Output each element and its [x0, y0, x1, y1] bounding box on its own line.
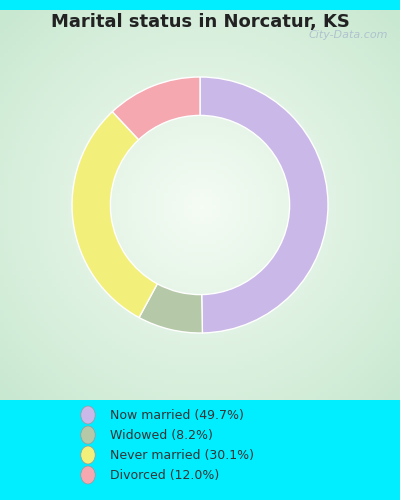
- Text: Divorced (12.0%): Divorced (12.0%): [110, 468, 219, 481]
- Text: Marital status in Norcatur, KS: Marital status in Norcatur, KS: [50, 12, 350, 30]
- Wedge shape: [72, 112, 157, 318]
- Text: City-Data.com: City-Data.com: [308, 30, 388, 40]
- Wedge shape: [112, 77, 200, 140]
- Text: Widowed (8.2%): Widowed (8.2%): [110, 428, 213, 442]
- Wedge shape: [200, 77, 328, 333]
- Text: Now married (49.7%): Now married (49.7%): [110, 408, 244, 422]
- Text: Never married (30.1%): Never married (30.1%): [110, 448, 254, 462]
- Wedge shape: [139, 284, 202, 333]
